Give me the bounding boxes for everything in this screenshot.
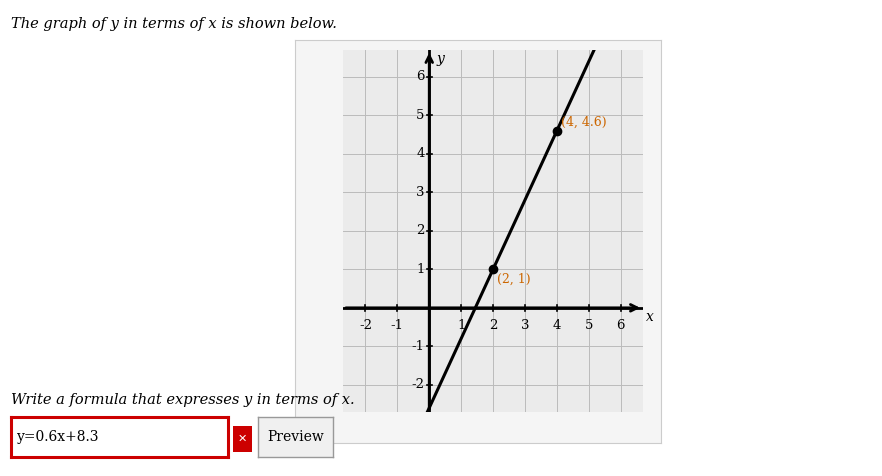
- Text: 3: 3: [520, 318, 529, 332]
- Text: 1: 1: [416, 263, 424, 276]
- Text: 5: 5: [585, 318, 593, 332]
- Text: 4: 4: [553, 318, 561, 332]
- Text: Preview: Preview: [267, 430, 325, 444]
- Text: 1: 1: [457, 318, 466, 332]
- Text: -2: -2: [411, 378, 424, 391]
- Text: -1: -1: [391, 318, 404, 332]
- Text: ✕: ✕: [238, 434, 247, 444]
- Text: 3: 3: [416, 186, 424, 199]
- Text: -2: -2: [359, 318, 372, 332]
- Text: 4: 4: [416, 148, 424, 160]
- Text: -1: -1: [411, 340, 424, 353]
- Text: The graph of y in terms of x is shown below.: The graph of y in terms of x is shown be…: [11, 17, 337, 30]
- Text: 2: 2: [489, 318, 497, 332]
- Text: 2: 2: [416, 224, 424, 238]
- Text: Write a formula that expresses y in terms of x.: Write a formula that expresses y in term…: [11, 393, 355, 407]
- Text: x: x: [646, 310, 654, 325]
- Text: 6: 6: [416, 70, 424, 83]
- Text: (2, 1): (2, 1): [497, 273, 530, 286]
- Text: y=0.6x+8.3: y=0.6x+8.3: [17, 430, 100, 444]
- Text: (4, 4.6): (4, 4.6): [561, 116, 606, 129]
- Text: y: y: [437, 52, 445, 66]
- Text: 5: 5: [416, 109, 424, 122]
- Text: 6: 6: [617, 318, 624, 332]
